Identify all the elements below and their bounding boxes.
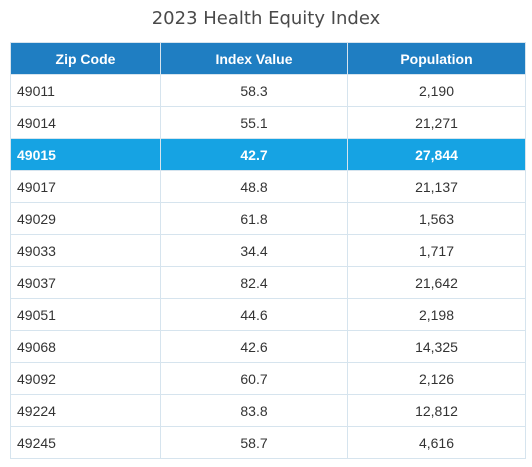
table-row[interactable]: 49037 82.4 21,642 <box>10 266 526 299</box>
column-header-index-value[interactable]: Index Value <box>160 42 348 75</box>
table-row[interactable]: 49224 83.8 12,812 <box>10 394 526 427</box>
zip-code-cell: 49092 <box>10 362 161 395</box>
table-title: 2023 Health Equity Index <box>151 8 381 29</box>
table-row[interactable]: 49014 55.1 21,271 <box>10 106 526 139</box>
population-cell: 21,642 <box>347 266 526 299</box>
zip-code-cell: 49029 <box>10 202 161 235</box>
table-body: 49011 58.3 2,190 49014 55.1 21,271 49015 42.7 27… <box>10 74 526 459</box>
index-value-cell: 42.6 <box>160 330 348 363</box>
zip-code-cell: 49245 <box>10 426 161 459</box>
zip-code-cell: 49015 <box>10 138 161 171</box>
table-row[interactable]: 49029 61.8 1,563 <box>10 202 526 235</box>
zip-code-cell: 49068 <box>10 330 161 363</box>
index-value-cell: 60.7 <box>160 362 348 395</box>
index-value-cell: 83.8 <box>160 394 348 427</box>
index-value-cell: 44.6 <box>160 298 348 331</box>
zip-code-cell: 49017 <box>10 170 161 203</box>
health-equity-table: Zip Code Index Value Population 49011 58.… <box>10 42 526 459</box>
index-value-cell: 82.4 <box>160 266 348 299</box>
table-row[interactable]: 49015 42.7 27,844 <box>10 138 526 171</box>
population-cell: 2,126 <box>347 362 526 395</box>
index-value-cell: 48.8 <box>160 170 348 203</box>
column-header-population[interactable]: Population <box>347 42 526 75</box>
population-cell: 27,844 <box>347 138 526 171</box>
table-row[interactable]: 49011 58.3 2,190 <box>10 74 526 107</box>
table-row[interactable]: 49017 48.8 21,137 <box>10 170 526 203</box>
population-cell: 4,616 <box>347 426 526 459</box>
population-cell: 14,325 <box>347 330 526 363</box>
index-value-cell: 58.3 <box>160 74 348 107</box>
population-cell: 2,190 <box>347 74 526 107</box>
zip-code-cell: 49224 <box>10 394 161 427</box>
zip-code-cell: 49033 <box>10 234 161 267</box>
index-value-cell: 34.4 <box>160 234 348 267</box>
index-value-cell: 58.7 <box>160 426 348 459</box>
index-value-cell: 61.8 <box>160 202 348 235</box>
population-cell: 12,812 <box>347 394 526 427</box>
header-row: Zip Code Index Value Population <box>10 42 526 75</box>
table-row[interactable]: 49068 42.6 14,325 <box>10 330 526 363</box>
index-value-cell: 55.1 <box>160 106 348 139</box>
zip-code-cell: 49037 <box>10 266 161 299</box>
population-cell: 1,563 <box>347 202 526 235</box>
zip-code-cell: 49014 <box>10 106 161 139</box>
population-cell: 21,271 <box>347 106 526 139</box>
population-cell: 21,137 <box>347 170 526 203</box>
table-row[interactable]: 49092 60.7 2,126 <box>10 362 526 395</box>
column-header-zip-code[interactable]: Zip Code <box>10 42 161 75</box>
zip-code-cell: 49051 <box>10 298 161 331</box>
table-row[interactable]: 49245 58.7 4,616 <box>10 426 526 459</box>
index-value-cell: 42.7 <box>160 138 348 171</box>
zip-code-cell: 49011 <box>10 74 161 107</box>
population-cell: 1,717 <box>347 234 526 267</box>
table-row[interactable]: 49033 34.4 1,717 <box>10 234 526 267</box>
population-cell: 2,198 <box>347 298 526 331</box>
table-row[interactable]: 49051 44.6 2,198 <box>10 298 526 331</box>
